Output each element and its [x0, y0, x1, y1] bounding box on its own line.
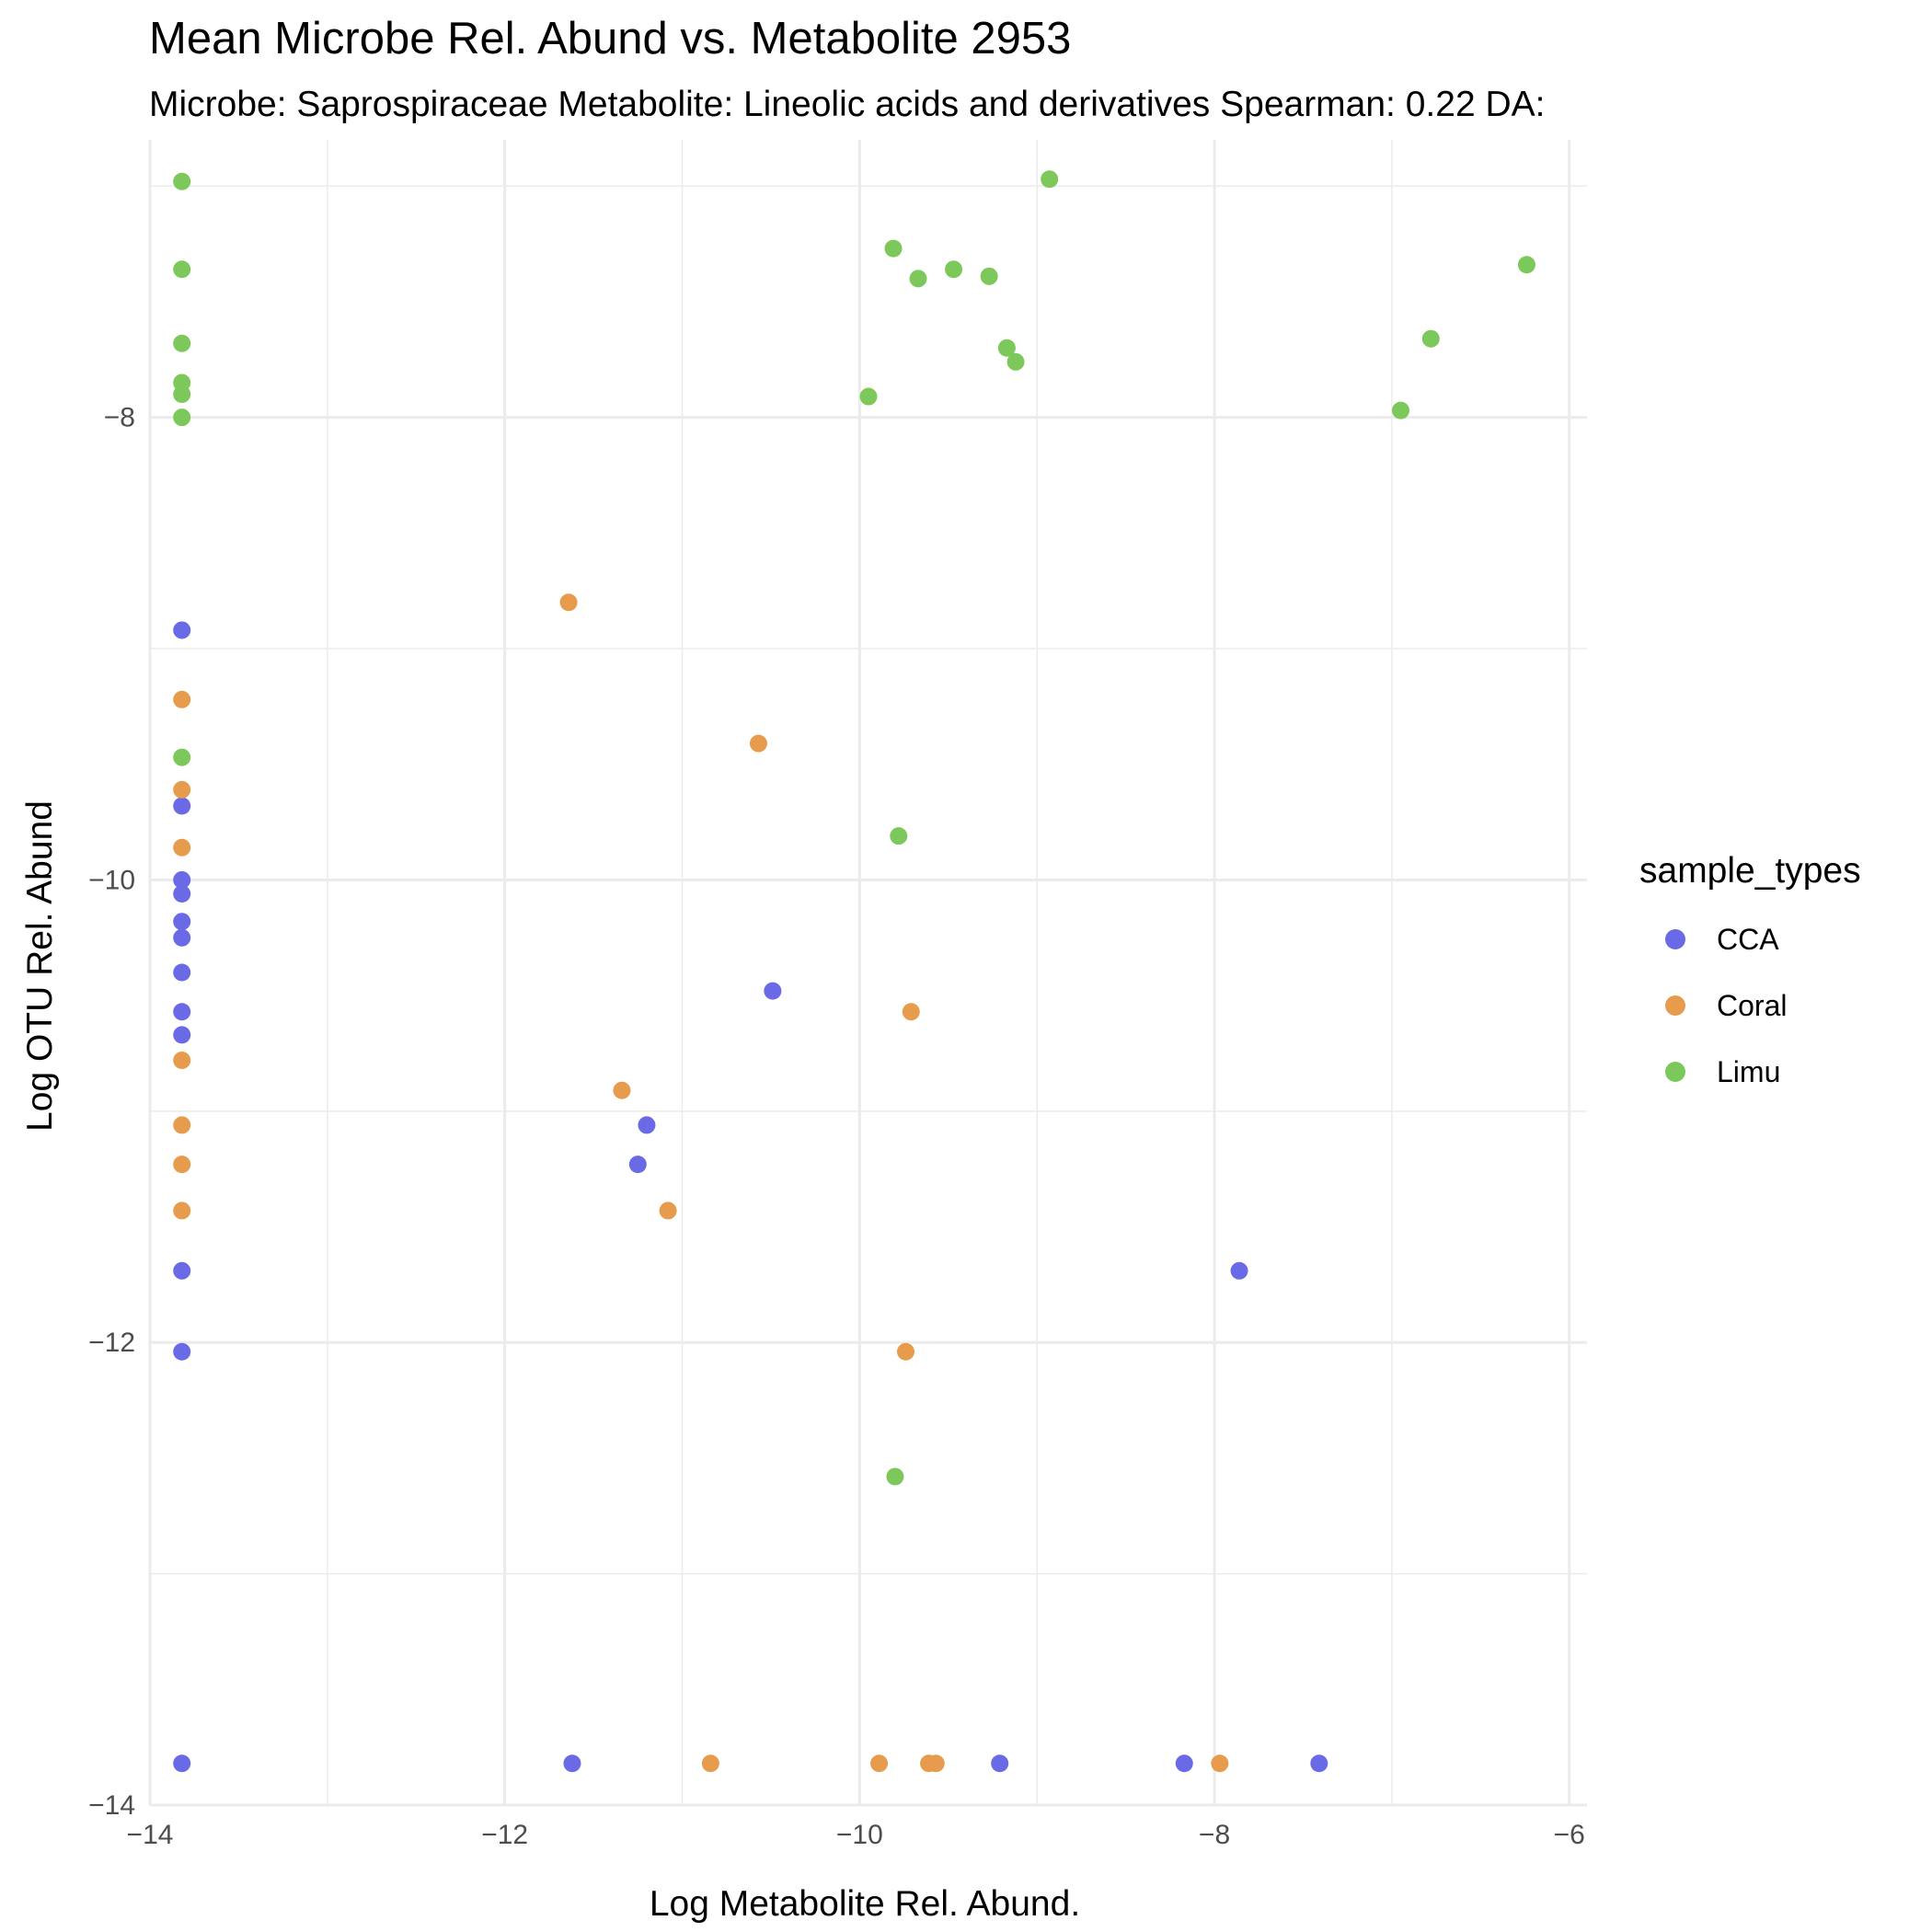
data-point-limu: [1006, 352, 1025, 371]
data-point-cca: [991, 1754, 1009, 1773]
data-point-coral: [870, 1754, 889, 1773]
data-point-limu: [884, 239, 903, 258]
data-point-coral: [659, 1202, 677, 1220]
data-point-coral: [173, 1116, 191, 1134]
legend-items: CCA Coral Limu: [1639, 906, 1861, 1105]
data-point-cca: [173, 1026, 191, 1044]
x-tick-label: −6: [1554, 1820, 1585, 1850]
data-point-limu: [945, 260, 963, 279]
legend-label: CCA: [1717, 922, 1779, 956]
x-axis-title: Log Metabolite Rel. Abund.: [650, 1884, 1080, 1924]
data-point-limu: [980, 267, 998, 285]
legend-key: [1665, 929, 1685, 949]
data-points: [173, 170, 1535, 1773]
data-point-coral: [173, 780, 191, 799]
data-point-cca: [173, 797, 191, 815]
data-point-coral: [173, 1156, 191, 1174]
data-point-cca: [638, 1116, 656, 1134]
data-point-limu: [1392, 401, 1410, 420]
data-point-cca: [563, 1754, 581, 1773]
data-point-cca: [1230, 1261, 1248, 1280]
data-point-cca: [173, 1003, 191, 1021]
x-axis-ticks: −14 −12 −10 −8 −6: [127, 1820, 1585, 1850]
legend: sample_types CCA Coral Limu: [1639, 851, 1861, 1105]
data-point-cca: [764, 982, 782, 1000]
x-tick-label: −10: [836, 1820, 883, 1850]
data-point-coral: [1211, 1754, 1229, 1773]
y-axis-ticks: −14 −12 −10 −8: [88, 403, 135, 1821]
y-axis-title: Log OTU Rel. Abund: [20, 800, 60, 1132]
data-point-cca: [1310, 1754, 1328, 1773]
data-point-cca: [173, 913, 191, 931]
legend-key: [1665, 995, 1685, 1016]
data-point-limu: [173, 260, 191, 279]
legend-title: sample_types: [1639, 851, 1861, 891]
legend-item-cca: CCA: [1639, 906, 1861, 972]
data-point-coral: [559, 593, 578, 612]
data-point-coral: [701, 1754, 719, 1773]
data-point-coral: [902, 1003, 920, 1021]
y-tick-label: −8: [104, 403, 135, 433]
legend-item-limu: Limu: [1639, 1039, 1861, 1105]
data-point-cca: [173, 1754, 191, 1773]
data-point-cca: [173, 870, 191, 889]
y-tick-label: −14: [88, 1790, 135, 1821]
data-point-limu: [1041, 170, 1059, 189]
data-point-limu: [173, 334, 191, 352]
y-tick-label: −12: [88, 1328, 135, 1358]
chart-title: Mean Microbe Rel. Abund vs. Metabolite 2…: [149, 14, 1072, 63]
major-gridlines: [148, 140, 1587, 1807]
legend-item-coral: Coral: [1639, 972, 1861, 1039]
data-point-cca: [628, 1156, 647, 1174]
x-tick-label: −14: [127, 1820, 174, 1850]
data-point-limu: [909, 270, 927, 288]
data-point-cca: [1175, 1754, 1193, 1773]
data-point-coral: [749, 734, 767, 753]
chart-subtitle: Microbe: Saprospiraceae Metabolite: Line…: [149, 85, 1546, 124]
data-point-limu: [859, 387, 878, 406]
legend-label: Limu: [1717, 1054, 1781, 1088]
data-point-coral: [613, 1081, 631, 1099]
legend-label: Coral: [1717, 988, 1788, 1022]
data-point-cca: [173, 621, 191, 639]
data-point-limu: [890, 827, 908, 845]
x-tick-label: −12: [481, 1820, 528, 1850]
data-point-cca: [173, 1342, 191, 1361]
data-point-coral: [926, 1754, 945, 1773]
data-point-cca: [173, 928, 191, 947]
data-point-limu: [1421, 329, 1440, 348]
x-tick-label: −8: [1199, 1820, 1230, 1850]
data-point-coral: [173, 1052, 191, 1070]
data-point-cca: [173, 963, 191, 982]
legend-key: [1665, 1062, 1685, 1082]
data-point-coral: [896, 1342, 914, 1361]
data-point-limu: [173, 385, 191, 404]
data-point-cca: [173, 1261, 191, 1280]
data-point-coral: [173, 690, 191, 708]
data-point-coral: [173, 838, 191, 857]
data-point-coral: [173, 1202, 191, 1220]
data-point-limu: [886, 1467, 904, 1486]
y-tick-label: −10: [88, 865, 135, 895]
data-point-cca: [173, 885, 191, 903]
data-point-limu: [1517, 256, 1535, 274]
data-point-limu: [173, 172, 191, 190]
data-point-limu: [997, 339, 1016, 357]
data-point-limu: [173, 408, 191, 427]
data-point-limu: [173, 748, 191, 766]
